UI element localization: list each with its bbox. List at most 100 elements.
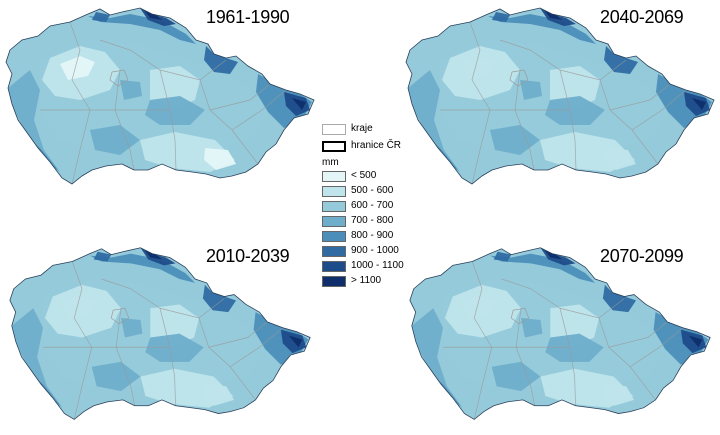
legend-swatch — [322, 171, 346, 182]
legend-swatch — [322, 276, 346, 287]
precipitation-zone — [121, 318, 143, 338]
precipitation-zones — [409, 247, 711, 420]
precipitation-zone — [421, 360, 461, 406]
precipitation-zone — [680, 329, 707, 354]
hranice-swatch — [322, 141, 346, 152]
precipitation-zone — [521, 318, 543, 338]
precipitation-zone — [280, 329, 307, 354]
precipitation-zone — [602, 384, 635, 406]
precipitation-zone — [8, 70, 60, 172]
region-boundary — [559, 308, 576, 406]
precipitation-zone — [492, 12, 510, 22]
region-boundary — [514, 69, 535, 171]
precipitation-zone — [145, 333, 204, 362]
region-boundary — [209, 83, 271, 111]
precipitation-zone — [288, 335, 303, 348]
precipitation-zone — [60, 56, 95, 80]
precipitation-map — [5, 7, 315, 185]
region-boundary — [115, 308, 135, 406]
precipitation-zone — [202, 384, 235, 406]
legend-label: hranice ČR — [351, 140, 402, 151]
precipitation-zone — [18, 124, 58, 170]
precipitation-zone — [602, 284, 637, 313]
precipitation-zone — [493, 251, 512, 262]
precipitation-zones — [6, 8, 314, 184]
precipitation-zone — [21, 360, 61, 406]
period-title: 2040-2069 — [600, 7, 684, 27]
state-border — [5, 7, 315, 185]
precipitation-zone — [408, 70, 460, 172]
precipitation-zones — [406, 8, 714, 184]
kraje-swatch — [322, 124, 346, 135]
map-panel-2070-2099: 2070-2099 — [400, 240, 720, 435]
precipitation-zone — [62, 294, 97, 318]
map-panel-2010-2039: 2010-2039 — [0, 240, 320, 435]
region-boundary — [599, 79, 659, 165]
precipitation-zone — [411, 308, 463, 408]
region-boundary — [69, 21, 91, 185]
precipitation-zone — [490, 125, 540, 155]
legend-swatch — [322, 246, 346, 257]
precipitation-zone — [604, 148, 636, 170]
precipitation-zone — [88, 14, 196, 44]
precipitation-zone — [489, 253, 596, 283]
region-boundary — [208, 321, 268, 348]
map-panel-2040-2069: 2040-2069 — [400, 0, 720, 200]
region-boundary — [198, 317, 256, 401]
legend-swatch — [322, 261, 346, 272]
region-boundary — [630, 327, 684, 368]
precipitation-map — [405, 7, 715, 185]
legend-label: 700 - 800 — [351, 215, 394, 226]
precipitation-zone — [90, 125, 140, 155]
legend-label: > 1100 — [351, 275, 382, 286]
legend-swatch — [322, 231, 346, 242]
precipitation-zone — [491, 361, 541, 392]
region-boundary — [231, 89, 287, 131]
precipitation-zone — [545, 333, 604, 362]
legend-swatch — [322, 201, 346, 212]
legend-label: 600 - 700 — [351, 200, 394, 211]
precipitation-zone — [604, 46, 638, 74]
region-boundary — [159, 69, 177, 171]
legend-label: < 500 — [351, 170, 377, 181]
precipitation-zone — [202, 284, 237, 313]
region-boundary — [515, 308, 535, 406]
precipitation-zone — [460, 56, 495, 80]
state-border — [409, 247, 711, 420]
region-boundary — [114, 69, 135, 171]
period-title: 1961-1990 — [206, 7, 290, 27]
precipitation-zone — [89, 253, 196, 283]
precipitation-zone — [692, 98, 706, 110]
legend-unit: mm — [322, 157, 339, 168]
legend-swatch — [322, 186, 346, 197]
prague-boundary — [510, 307, 530, 325]
state-border — [405, 7, 715, 185]
precipitation-zone — [204, 148, 236, 170]
legend-label: 900 - 1000 — [351, 245, 399, 256]
precipitation-zone — [93, 251, 112, 262]
region-boundary — [471, 261, 493, 420]
prague-boundary — [509, 69, 529, 87]
prague-boundary — [109, 69, 129, 87]
legend-label: 800 - 900 — [351, 230, 394, 241]
region-boundary — [469, 21, 491, 185]
region-boundary — [598, 317, 656, 401]
precipitation-zone — [204, 46, 238, 74]
region-boundary — [631, 89, 687, 131]
precipitation-zone — [92, 12, 110, 22]
legend-swatch — [322, 216, 346, 227]
precipitation-zones — [9, 247, 311, 420]
precipitation-zone — [545, 96, 605, 125]
precipitation-zone — [462, 294, 497, 318]
legend-label: 500 - 600 — [351, 185, 394, 196]
legend-label: 1000 - 1100 — [351, 260, 404, 271]
precipitation-zone — [120, 80, 142, 100]
precipitation-map — [409, 247, 711, 420]
precipitation-map — [9, 247, 311, 420]
precipitation-zone — [292, 98, 306, 110]
region-boundary — [559, 69, 577, 171]
map-panel-1961-1990: 1961-1990 — [0, 0, 320, 200]
precipitation-zone — [520, 80, 542, 100]
precipitation-zone — [145, 96, 205, 125]
precipitation-zone — [91, 361, 141, 392]
